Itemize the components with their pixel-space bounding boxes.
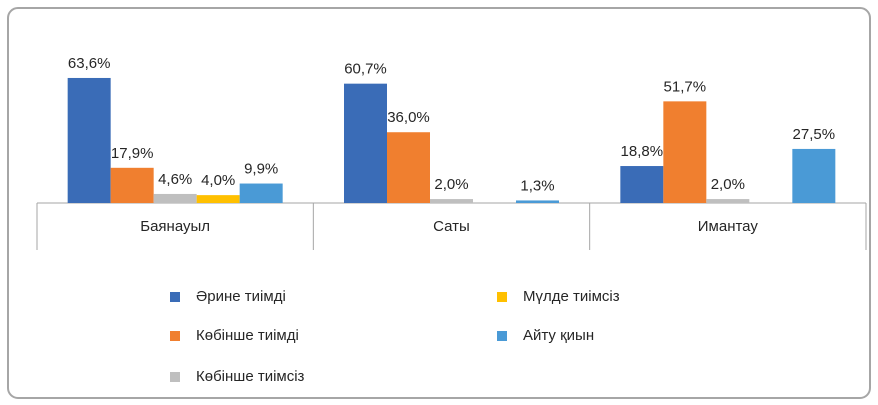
legend-label: Айту қиын xyxy=(523,327,594,344)
legend-swatch xyxy=(170,292,180,302)
legend-label: Көбінше тиімсіз xyxy=(196,368,305,385)
bar xyxy=(430,199,473,203)
data-label: 27,5% xyxy=(793,126,836,143)
bar xyxy=(663,101,707,203)
legend-swatch xyxy=(497,292,507,302)
bar xyxy=(196,195,240,203)
data-label: 60,7% xyxy=(344,61,387,78)
data-label: 17,9% xyxy=(111,145,154,162)
bar xyxy=(239,183,283,203)
data-label: 18,8% xyxy=(621,143,664,160)
data-label: 2,0% xyxy=(434,176,468,193)
data-label: 4,6% xyxy=(158,171,192,188)
bar xyxy=(110,167,154,203)
x-tick-label: Имантау xyxy=(698,218,759,235)
legend-swatch xyxy=(170,331,180,341)
bar xyxy=(387,132,430,203)
legend-swatch xyxy=(170,372,180,382)
bar xyxy=(153,193,197,203)
data-label: 9,9% xyxy=(244,161,278,178)
data-label: 4,0% xyxy=(201,172,235,189)
data-label: 51,7% xyxy=(664,78,707,95)
legend-swatch xyxy=(497,331,507,341)
data-label: 1,3% xyxy=(520,177,554,194)
data-label: 2,0% xyxy=(711,176,745,193)
bar xyxy=(792,148,836,203)
x-tick-label: Баянауыл xyxy=(140,218,210,235)
legend-label: Әрине тиімді xyxy=(196,288,286,305)
x-tick-label: Саты xyxy=(433,218,470,235)
bar xyxy=(706,199,750,203)
bar xyxy=(67,77,111,203)
bar xyxy=(344,83,387,203)
data-label: 63,6% xyxy=(68,55,111,72)
bar xyxy=(620,166,664,203)
bar xyxy=(516,200,559,203)
data-label: 36,0% xyxy=(387,109,430,126)
legend-label: Мүлде тиімсіз xyxy=(523,288,620,305)
legend-label: Көбінше тиімді xyxy=(196,327,299,344)
